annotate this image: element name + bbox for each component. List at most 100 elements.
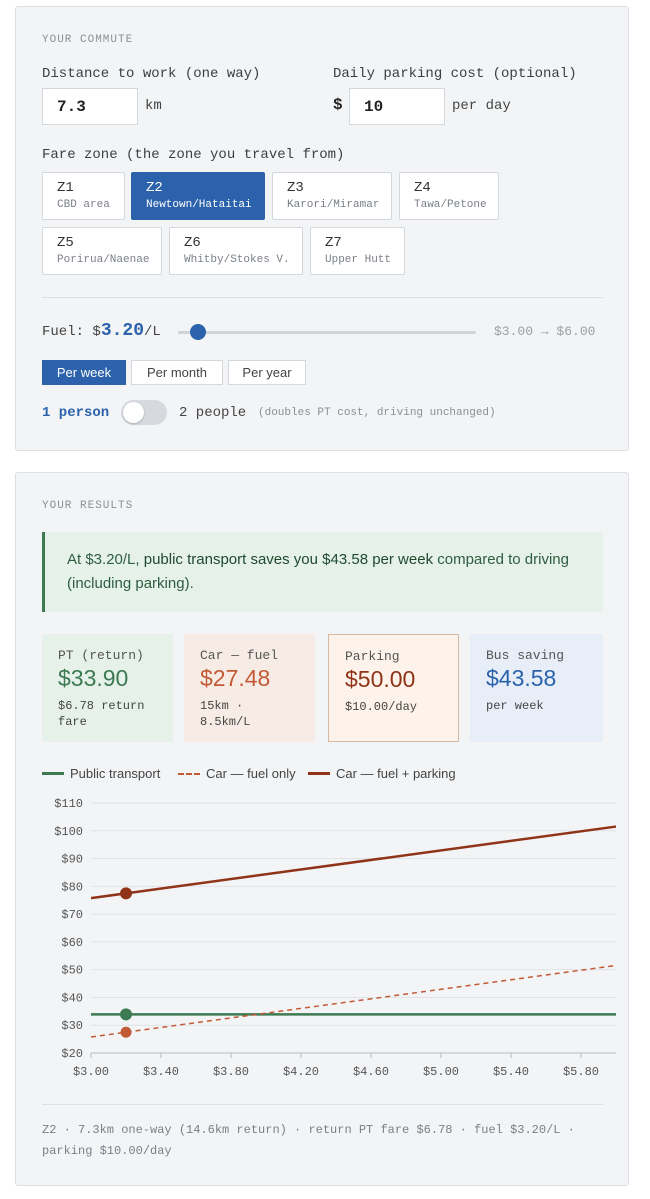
- distance-input[interactable]: 7.3: [42, 88, 138, 125]
- stat-value: $27.48: [200, 665, 271, 691]
- marker-car-fuel-parking: [120, 887, 132, 900]
- period-per-month[interactable]: Per month: [131, 360, 223, 385]
- zone-button-z1[interactable]: Z1 CBD area: [42, 172, 125, 220]
- summary-bold: public transport saves you $43.58 per we…: [143, 551, 434, 568]
- zone-code: Z6: [184, 235, 201, 251]
- zone-name: Newtown/Hataitai: [146, 199, 252, 211]
- stat-sub: $10.00/day: [345, 700, 418, 714]
- summary-pre: At $3.20/L,: [67, 551, 144, 568]
- zone-button-z7[interactable]: Z7 Upper Hutt: [310, 227, 405, 275]
- y-tick-label: $70: [61, 908, 83, 922]
- x-tick-label: $5.80: [563, 1065, 599, 1079]
- legend-label: Car — fuel only: [206, 766, 296, 781]
- results-section-label: YOUR RESULTS: [42, 500, 134, 512]
- stat-saving: Bus saving $43.58 per week: [470, 634, 603, 742]
- results-divider: [42, 1104, 603, 1105]
- x-tick-label: $5.40: [493, 1065, 529, 1079]
- parking-label: Daily parking cost (optional): [333, 66, 577, 82]
- zone-button-z4[interactable]: Z4 Tawa/Petone: [399, 172, 499, 220]
- y-tick-label: $20: [61, 1047, 83, 1061]
- stat-value: $50.00: [345, 666, 416, 692]
- person-one-label: 1 person: [42, 405, 110, 421]
- fuel-value: 3.20: [100, 321, 145, 341]
- y-tick-label: $100: [54, 825, 83, 839]
- stat-value: $43.58: [486, 665, 557, 691]
- marker-public-transport: [120, 1008, 132, 1021]
- zone-code: Z3: [287, 180, 304, 196]
- zone-code: Z2: [146, 180, 163, 196]
- series-car-fuel-parking: [90, 825, 617, 900]
- series-car-fuel-only: [90, 964, 617, 1038]
- stat-sub: 15km · 8.5km/L: [200, 699, 251, 729]
- legend-swatch-pt: [42, 772, 64, 775]
- zone-button-z5[interactable]: Z5 Porirua/Naenae: [42, 227, 162, 275]
- distance-label: Distance to work (one way): [42, 66, 261, 82]
- zone-name: Tawa/Petone: [414, 199, 487, 211]
- x-tick-label: $5.00: [423, 1065, 459, 1079]
- stat-sub: per week: [486, 699, 544, 713]
- distance-unit: km: [145, 98, 162, 114]
- stat-value: $33.90: [58, 665, 129, 691]
- fuel-range: $3.00 → $6.00: [494, 324, 596, 339]
- parking-input[interactable]: 10: [349, 88, 445, 125]
- stat-title: PT (return): [58, 648, 144, 663]
- period-per-week[interactable]: Per week: [42, 360, 126, 385]
- zone-name: Upper Hutt: [325, 254, 392, 266]
- parking-unit: per day: [452, 98, 511, 114]
- period-per-year[interactable]: Per year: [228, 360, 306, 385]
- zone-name: Whitby/Stokes V.: [184, 254, 290, 266]
- stat-title: Parking: [345, 649, 400, 664]
- zone-button-z2[interactable]: Z2 Newtown/Hataitai: [131, 172, 265, 220]
- legend-label: Car — fuel + parking: [336, 766, 456, 781]
- person-two-label: 2 people: [179, 405, 247, 421]
- zone-button-z6[interactable]: Z6 Whitby/Stokes V.: [169, 227, 303, 275]
- results-footer: Z2 · 7.3km one-way (14.6km return) · ret…: [42, 1120, 603, 1162]
- legend-pt: Public transport: [42, 766, 160, 781]
- zone-button-z3[interactable]: Z3 Karori/Miramar: [272, 172, 392, 220]
- zone-label: Fare zone (the zone you travel from): [42, 147, 345, 163]
- fuel-prefix: Fuel: $: [42, 324, 101, 340]
- commute-card: YOUR COMMUTE Distance to work (one way) …: [15, 6, 629, 451]
- people-toggle[interactable]: [121, 400, 167, 425]
- commute-section-label: YOUR COMMUTE: [42, 34, 134, 46]
- y-tick-label: $40: [61, 991, 83, 1005]
- stat-parking: Parking $50.00 $10.00/day: [328, 634, 459, 742]
- x-tick-label: $3.00: [73, 1065, 109, 1079]
- zone-name: Porirua/Naenae: [57, 254, 150, 266]
- marker-car-fuel-only: [120, 1026, 132, 1038]
- stat-fuel: Car — fuel $27.48 15km · 8.5km/L: [184, 634, 315, 742]
- people-toggle-knob: [123, 402, 144, 423]
- zone-code: Z5: [57, 235, 74, 251]
- legend-fuel-parking: Car — fuel + parking: [308, 766, 456, 781]
- legend-swatch-fuel-parking: [308, 772, 330, 775]
- person-note: (doubles PT cost, driving unchanged): [258, 407, 496, 419]
- footer-line-1: Z2 · 7.3km one-way (14.6km return) · ret…: [42, 1123, 575, 1137]
- legend-fuel-only: Car — fuel only: [178, 766, 296, 781]
- y-tick-label: $90: [61, 853, 83, 867]
- fuel-slider[interactable]: [178, 324, 476, 340]
- fuel-slider-thumb[interactable]: [189, 324, 206, 340]
- y-tick-label: $30: [61, 1019, 83, 1033]
- fuel-slider-track: [178, 331, 476, 334]
- zone-code: Z4: [414, 180, 431, 196]
- x-tick-label: $4.60: [353, 1065, 389, 1079]
- stat-sub: $6.78 return fare: [58, 699, 145, 729]
- stat-pt: PT (return) $33.90 $6.78 return fare: [42, 634, 173, 742]
- legend-swatch-fuel-only: [178, 772, 200, 775]
- y-tick-label: $60: [61, 936, 83, 950]
- stat-title: Bus saving: [486, 648, 565, 663]
- y-tick-label: $80: [61, 880, 83, 894]
- x-tick-label: $3.40: [143, 1065, 179, 1079]
- zone-code: Z1: [57, 180, 74, 196]
- zone-code: Z7: [325, 235, 342, 251]
- y-tick-label: $50: [61, 964, 83, 978]
- results-card: YOUR RESULTS At $3.20/L, public transpor…: [15, 472, 629, 1186]
- currency-symbol: $: [333, 96, 343, 114]
- footer-line-2: parking $10.00/day: [42, 1144, 172, 1158]
- legend-label: Public transport: [70, 766, 161, 781]
- cost-chart: $20 $30 $40 $50 $60 $70 $80 $90 $100 $110 $3.00 $3.…: [54, 797, 617, 1079]
- y-tick-label: $110: [54, 797, 83, 811]
- zone-name: Karori/Miramar: [287, 199, 380, 211]
- x-tick-label: $3.80: [213, 1065, 249, 1079]
- summary-banner: At $3.20/L, public transport saves you $…: [42, 532, 603, 612]
